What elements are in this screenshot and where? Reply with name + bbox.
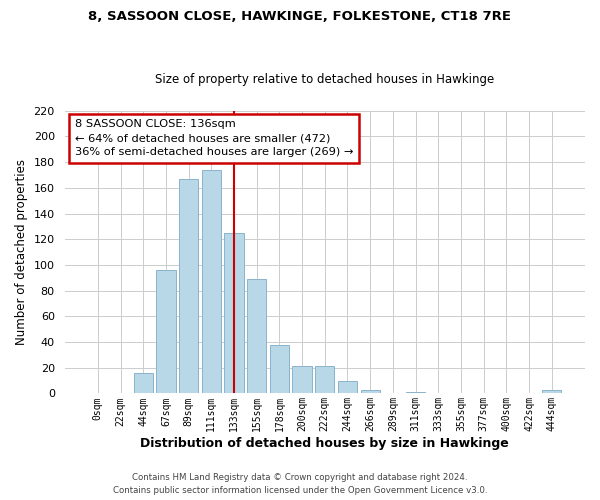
Title: Size of property relative to detached houses in Hawkinge: Size of property relative to detached ho… (155, 73, 494, 86)
X-axis label: Distribution of detached houses by size in Hawkinge: Distribution of detached houses by size … (140, 437, 509, 450)
Bar (292, 366, 312, 394)
Text: 8 SASSOON CLOSE: 136sqm
← 64% of detached houses are smaller (472)
36% of semi-d: 8 SASSOON CLOSE: 136sqm ← 64% of detache… (75, 120, 353, 158)
Bar (338, 380, 357, 394)
Text: 8, SASSOON CLOSE, HAWKINGE, FOLKESTONE, CT18 7RE: 8, SASSOON CLOSE, HAWKINGE, FOLKESTONE, … (89, 10, 511, 23)
Bar (270, 344, 289, 394)
Bar (224, 233, 244, 394)
Bar (247, 279, 266, 394)
Bar (134, 373, 153, 394)
Bar (202, 170, 221, 394)
Bar (156, 270, 176, 394)
Bar (361, 390, 380, 394)
Y-axis label: Number of detached properties: Number of detached properties (15, 159, 28, 345)
Bar (179, 179, 198, 394)
Text: Contains HM Land Registry data © Crown copyright and database right 2024.
Contai: Contains HM Land Registry data © Crown c… (113, 473, 487, 495)
Bar (406, 392, 425, 394)
Bar (542, 390, 562, 394)
Bar (315, 366, 334, 394)
